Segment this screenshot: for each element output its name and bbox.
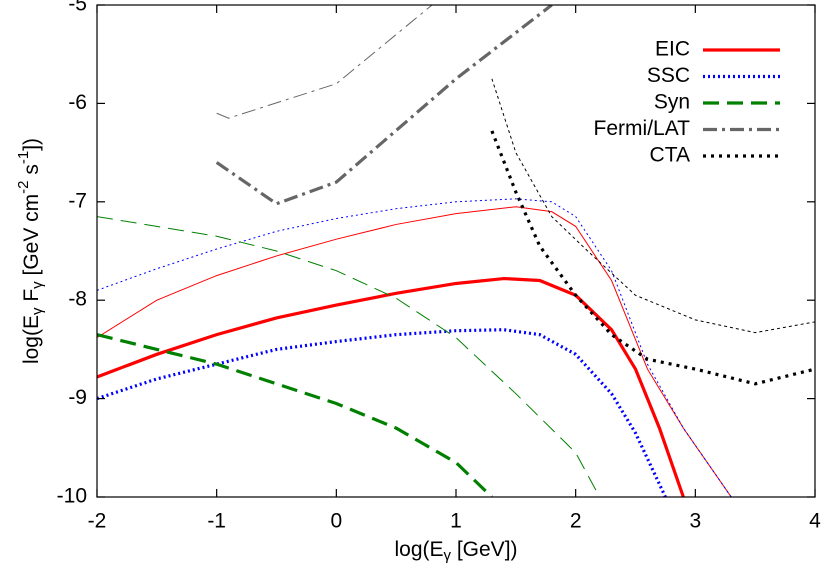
y-axis-label-part: [GeV cm (20, 194, 43, 282)
plot-frame (96, 4, 816, 498)
y-axis-label: log(Eγ Fγ [GeV cm-2 s-1]) (15, 138, 46, 364)
x-tick-label: 4 (809, 510, 821, 533)
x-axis-label: log(Eγ [GeV]) (394, 538, 517, 564)
x-tick-label: 2 (570, 510, 582, 533)
y-axis-label-part: γ (29, 307, 46, 315)
y-axis-label-part: s (20, 164, 43, 180)
x-axis-label-part: γ (444, 547, 452, 564)
y-tick-label: -7 (68, 189, 87, 212)
series-line (215, 5, 553, 206)
series-line-thin (97, 198, 732, 497)
series-line-thin (97, 206, 732, 497)
y-axis-label-part: -2 (15, 180, 32, 193)
y-axis-label-part: ]) (20, 138, 43, 151)
x-tick-label: 3 (689, 510, 701, 533)
y-tick-label: -8 (68, 288, 87, 311)
y-tick-label: -10 (57, 485, 87, 508)
y-axis-label-part: γ (29, 281, 46, 289)
legend-label: CTA (650, 144, 690, 167)
y-axis-label-part: log(E (20, 315, 43, 364)
y-axis-label-part: F (20, 289, 43, 308)
plot-area (97, 5, 815, 497)
y-tick-label: -5 (68, 0, 87, 16)
series-line (97, 276, 685, 497)
y-axis-label-part: -1 (15, 151, 32, 164)
x-tick-label: -2 (88, 510, 107, 533)
legend-label: Fermi/LAT (594, 117, 691, 140)
x-tick-label: 0 (330, 510, 342, 533)
series-line (97, 328, 667, 497)
series-line-thin (216, 5, 433, 119)
series-line (97, 333, 494, 497)
series-line-thin (97, 216, 601, 497)
legend-label: EIC (655, 38, 690, 61)
y-tick-label: -9 (68, 386, 87, 409)
series-line (490, 130, 815, 386)
legend-label: SSC (647, 64, 690, 87)
x-axis-label-part: [GeV]) (451, 538, 518, 561)
x-tick-label: -1 (207, 510, 226, 533)
legend-label: Syn (654, 91, 690, 114)
x-tick-label: 1 (450, 510, 462, 533)
y-tick-label: -6 (68, 91, 87, 114)
x-axis-label-part: log(E (394, 538, 443, 561)
